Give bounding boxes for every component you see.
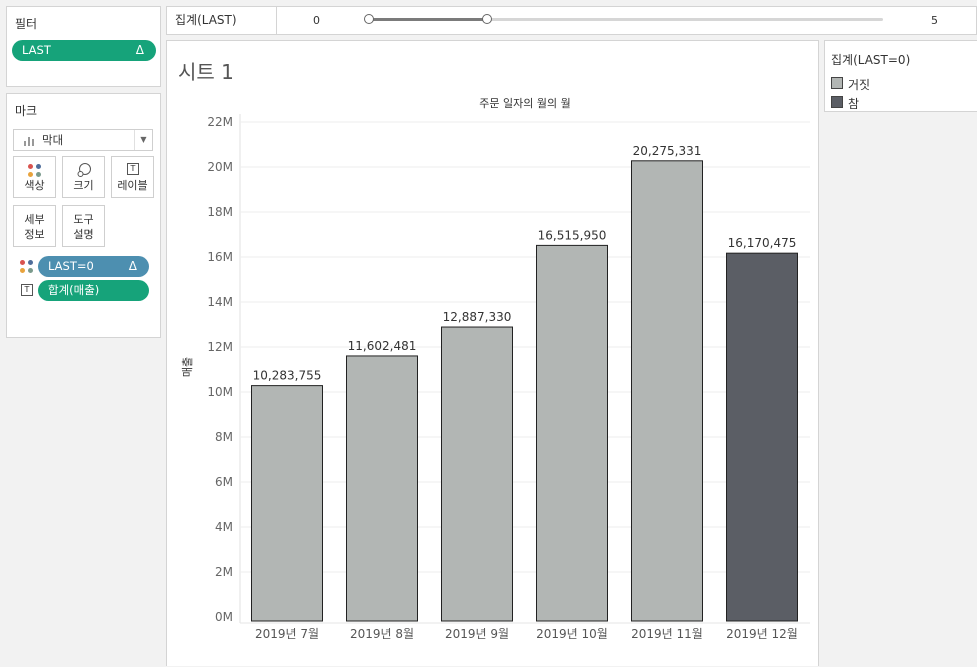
detail-button[interactable]: 세부 정보 — [13, 205, 56, 247]
delta-icon: Δ — [135, 43, 144, 57]
shelf-pill-label: 합계(매출) — [48, 283, 100, 297]
slider-track[interactable] — [369, 18, 883, 21]
marks-card: 마크 막대 ▼ 색상 크기 T 레이블 세부 정보 도구 설명 — [6, 93, 161, 338]
sheet-title: 시트 1 — [178, 60, 234, 84]
delta-icon: Δ — [128, 259, 137, 273]
x-tick-label: 2019년 10월 — [536, 627, 608, 641]
legend-item-label: 참 — [848, 97, 860, 111]
size-button-label: 크기 — [73, 179, 94, 192]
y-tick-label: 6M — [215, 475, 233, 489]
text-icon: T — [127, 163, 139, 175]
y-tick-label: 22M — [207, 115, 233, 129]
slider-filter-label: 집계(LAST) — [167, 7, 277, 34]
slider-handle-left[interactable] — [364, 14, 374, 24]
y-tick-label: 16M — [207, 250, 233, 264]
filters-card: 필터 LAST Δ — [6, 6, 161, 87]
chart-title: 주문 일자의 월의 월 — [479, 96, 570, 110]
mark-type-label: 막대 — [42, 133, 64, 147]
shelf-pill-label: LAST=0 — [48, 259, 94, 273]
y-tick-label: 8M — [215, 430, 233, 444]
legend-item-label: 거짓 — [848, 78, 871, 92]
filter-pill-last[interactable]: LAST Δ — [12, 40, 156, 61]
slider-max-value: 5 — [931, 14, 938, 27]
data-label: 10,283,755 — [253, 369, 322, 383]
legend-title: 집계(LAST=0) — [831, 53, 911, 67]
bar — [346, 355, 418, 622]
data-label: 20,275,331 — [633, 144, 702, 158]
bar — [631, 160, 703, 622]
marks-title: 마크 — [15, 104, 38, 118]
detail-button-label: 세부 정보 — [24, 213, 45, 241]
y-axis-label: 매출 — [181, 357, 194, 377]
size-icon — [77, 163, 91, 177]
x-tick-label: 2019년 8월 — [350, 627, 414, 641]
y-tick-label: 4M — [215, 520, 233, 534]
shelf-pill-last0[interactable]: LAST=0 Δ — [38, 256, 149, 277]
data-label: 16,170,475 — [728, 236, 797, 250]
y-tick-label: 14M — [207, 295, 233, 309]
x-tick-label: 2019년 12월 — [726, 627, 798, 641]
slider-selected-range — [369, 18, 487, 21]
slider-filter-bar: 집계(LAST) 0 5 — [166, 6, 977, 35]
x-tick-label: 2019년 9월 — [445, 627, 509, 641]
slider-handle-right[interactable] — [482, 14, 492, 24]
bar-chart-icon — [24, 136, 36, 146]
color-button-label: 색상 — [24, 179, 45, 192]
mark-type-dropdown[interactable]: 막대 ▼ — [13, 129, 153, 151]
data-label: 12,887,330 — [443, 310, 512, 324]
shelf-pill-sum-sales[interactable]: 합계(매출) — [38, 280, 149, 301]
tooltip-button[interactable]: 도구 설명 — [62, 205, 105, 247]
y-tick-label: 18M — [207, 205, 233, 219]
x-tick-label: 2019년 11월 — [631, 627, 703, 641]
slider-min-value: 0 — [313, 14, 320, 27]
size-button[interactable]: 크기 — [62, 156, 105, 198]
bar-chart: 주문 일자의 월의 월매출 0M 2M 4M 6M 8M 10M 12M 14M 16M 18M 20… — [181, 96, 810, 641]
filter-pill-label: LAST — [22, 43, 51, 57]
data-label: 11,602,481 — [348, 339, 417, 353]
color-button[interactable]: 색상 — [13, 156, 56, 198]
chevron-down-icon[interactable]: ▼ — [134, 130, 152, 150]
color-dots-icon — [20, 260, 34, 274]
label-button-label: 레이블 — [117, 179, 148, 192]
bar — [536, 244, 608, 622]
y-tick-label: 2M — [215, 565, 233, 579]
y-tick-label: 12M — [207, 340, 233, 354]
y-tick-label: 20M — [207, 160, 233, 174]
bar — [441, 326, 513, 622]
legend-swatch — [831, 77, 843, 89]
label-button[interactable]: T 레이블 — [111, 156, 154, 198]
filters-title: 필터 — [15, 17, 38, 31]
y-tick-label: 10M — [207, 385, 233, 399]
data-label: 16,515,950 — [538, 228, 607, 242]
color-legend: 집계(LAST=0) 거짓 참 — [824, 40, 977, 112]
text-icon: T — [21, 284, 33, 296]
color-dots-icon — [27, 163, 43, 179]
x-tick-label: 2019년 7월 — [255, 627, 319, 641]
tooltip-button-label: 도구 설명 — [73, 213, 94, 241]
bar — [251, 385, 323, 622]
legend-swatch — [831, 96, 843, 108]
y-tick-label: 0M — [215, 610, 233, 624]
bar — [726, 252, 798, 622]
